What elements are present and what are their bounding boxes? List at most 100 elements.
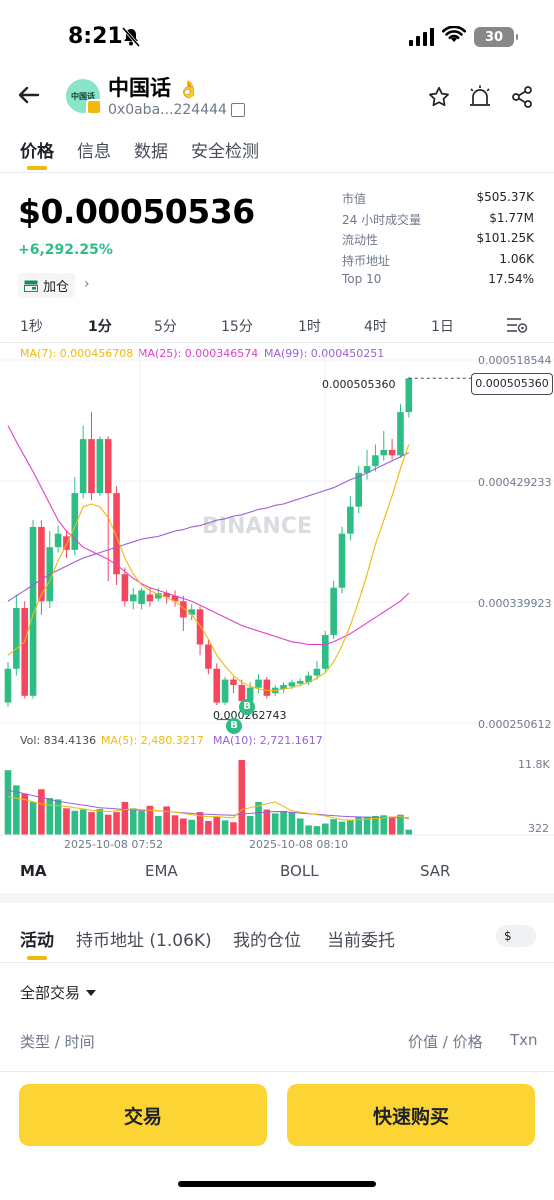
copy-icon[interactable] (231, 103, 245, 117)
interval-1d[interactable]: 1日 (431, 319, 454, 335)
volume-bar (180, 818, 187, 835)
buy-marker-icon[interactable]: B (239, 699, 255, 715)
candle (71, 493, 79, 550)
interval-1h[interactable]: 1时 (298, 319, 321, 335)
candle (355, 472, 362, 507)
interval-15m[interactable]: 15分 (221, 319, 253, 335)
stat-row-liquidity: 流动性 $101.25K (342, 231, 534, 247)
trade-button[interactable]: 交易 (19, 1084, 267, 1146)
quick-buy-button[interactable]: 快速购买 (287, 1084, 535, 1146)
candle (246, 687, 254, 702)
candle (29, 526, 37, 696)
volume-bar (29, 801, 37, 835)
candle (380, 449, 388, 456)
volume-bar (263, 809, 271, 835)
price-chart[interactable]: BINANCE (0, 340, 554, 860)
candle (171, 595, 179, 602)
tab-security[interactable]: 安全检测 (191, 142, 259, 162)
candle (163, 593, 170, 598)
volume-bar (88, 812, 95, 835)
volume-bar (4, 770, 12, 835)
indicator-boll[interactable]: BOLL (280, 862, 319, 880)
buy-marker-icon[interactable]: B (226, 718, 242, 734)
column-type-time: 类型 / 时间 (20, 1033, 95, 1051)
tab-data[interactable]: 数据 (134, 142, 168, 162)
volume-bar (305, 825, 312, 835)
price-alert-icon[interactable] (467, 84, 493, 110)
candle (205, 644, 212, 669)
ma25-legend: MA(25): 0.000346574 (138, 347, 259, 360)
candle (405, 378, 413, 413)
tab-open-orders[interactable]: 当前委托 (327, 931, 395, 951)
candle (296, 680, 304, 684)
share-icon[interactable] (509, 84, 535, 110)
token-name: 中国话 (108, 76, 171, 100)
ma7-legend: MA(7): 0.000456708 (20, 347, 134, 360)
candle (397, 412, 404, 456)
vol-ma5-legend: MA(5): 2,480.3217 (101, 734, 204, 747)
interval-1m[interactable]: 1分 (88, 319, 112, 335)
ma99-legend: MA(99): 0.000450251 (264, 347, 385, 360)
volume-bar (388, 816, 396, 835)
ma99-line (7, 452, 410, 602)
volume-bar (355, 817, 362, 835)
volume-bar (221, 820, 229, 835)
favorite-star-icon[interactable] (426, 84, 452, 110)
interval-5m[interactable]: 5分 (154, 319, 177, 335)
volume-bar (405, 829, 413, 835)
candle (196, 609, 204, 645)
chevron-right-icon[interactable]: › (84, 276, 90, 292)
y-axis-label: 0.000518544 (478, 354, 552, 367)
candle (388, 449, 396, 456)
tab-holders[interactable]: 持币地址 (1.06K) (76, 931, 212, 951)
tab-my-position[interactable]: 我的仓位 (233, 931, 301, 951)
volume-bar (171, 815, 179, 835)
candle (188, 609, 195, 615)
candle (372, 455, 379, 467)
candle (129, 594, 137, 602)
candle (54, 533, 62, 548)
cell-signal-icon (409, 28, 434, 46)
tab-price[interactable]: 价格 (20, 142, 54, 162)
interval-1s[interactable]: 1秒 (20, 319, 43, 335)
divider (0, 1071, 554, 1072)
arrow-left-icon (18, 86, 40, 104)
indicator-ma[interactable]: MA (20, 862, 47, 880)
section-separator (0, 893, 554, 903)
add-position-button[interactable]: 加仓 (18, 273, 76, 298)
indicator-sar[interactable]: SAR (420, 862, 451, 880)
volume-bar (163, 806, 170, 835)
currency-toggle[interactable]: $ (496, 925, 536, 947)
volume-bar (397, 814, 404, 835)
candle (288, 682, 296, 687)
volume-bar (46, 798, 54, 835)
stat-row-market-cap: 市值 $505.37K (342, 190, 534, 206)
volume-bar (338, 821, 346, 835)
candle (347, 506, 354, 534)
stat-row-volume: 24 小时成交量 $1.77M (342, 210, 534, 227)
add-position-label: 加仓 (43, 280, 70, 295)
token-stats: 市值 $505.37K 24 小时成交量 $1.77M 流动性 $101.25K 持币… (342, 190, 534, 293)
tab-info[interactable]: 信息 (77, 142, 111, 162)
back-button[interactable] (16, 82, 44, 110)
candle (113, 493, 120, 575)
vol-ma5-line (7, 796, 409, 821)
candle (322, 635, 329, 669)
candle (38, 526, 45, 602)
interval-4h[interactable]: 4时 (364, 319, 387, 335)
volume-bar (296, 818, 304, 835)
candle (330, 587, 337, 636)
candle (21, 607, 28, 696)
volume-bar (363, 816, 371, 835)
candle (146, 594, 154, 602)
volume-bar (196, 812, 204, 835)
chart-settings-icon[interactable] (506, 316, 528, 338)
volume-bar (205, 821, 212, 835)
volume-bar (188, 819, 195, 835)
indicator-ema[interactable]: EMA (145, 862, 178, 880)
divider (0, 342, 554, 343)
volume-bar (129, 808, 137, 835)
candle (79, 439, 87, 494)
trade-filter-dropdown[interactable]: 全部交易 (20, 982, 97, 1003)
tab-activity[interactable]: 活动 (20, 931, 54, 951)
